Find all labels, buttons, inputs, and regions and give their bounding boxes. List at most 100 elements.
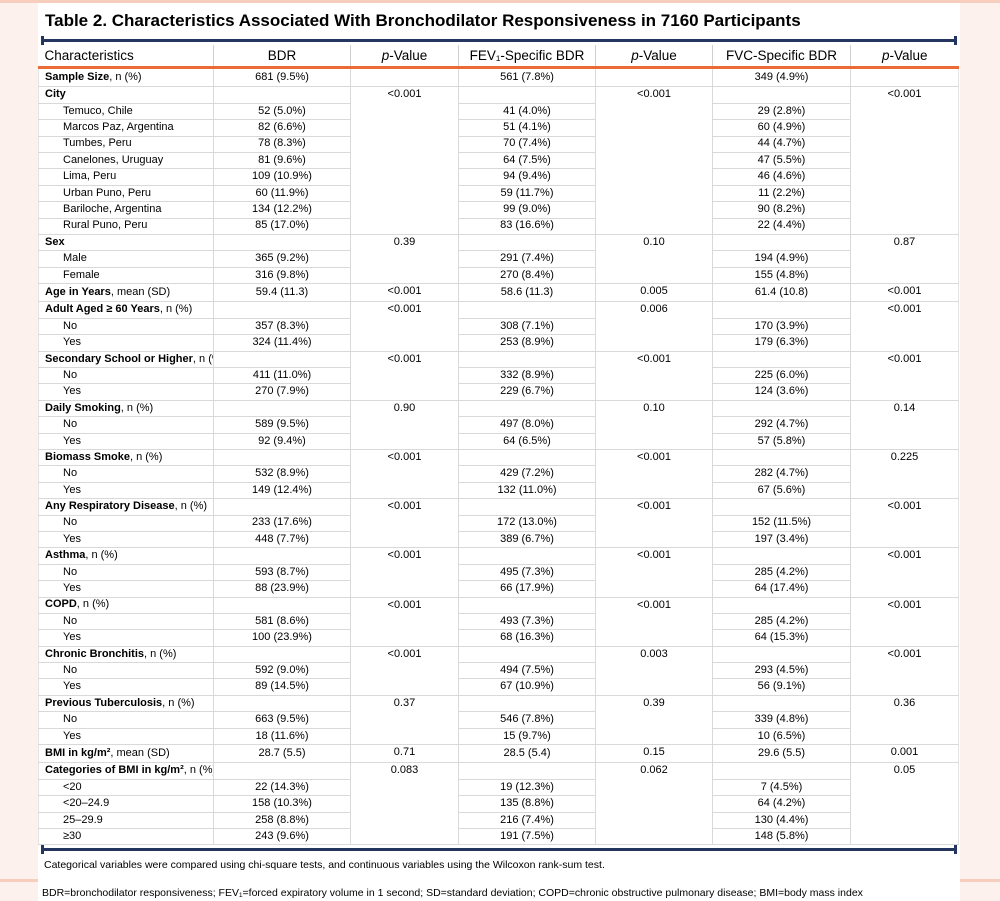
table-row: Biomass Smoke, n (%) <0.001 <0.001 0.225 [38, 448, 959, 500]
table-row: Chronic Bronchitis, n (%) <0.001 0.003 <0.0… [38, 645, 959, 696]
cell-bdr: 270 (7.9%) [213, 383, 351, 401]
characteristic-label: Categories of BMI in kg/m² [45, 764, 184, 777]
cell-fev1: 191 (7.5%) [458, 827, 596, 846]
cell-bdr: 448 (7.7%) [213, 530, 351, 549]
characteristic-label: Yes [63, 631, 81, 644]
cell-fev1: 291 (7.4%) [458, 250, 596, 268]
characteristic-suffix: , mean (SD) [110, 746, 170, 759]
cell-bdr: 324 (11.4%) [213, 334, 351, 352]
cell-characteristic: Sex [38, 233, 214, 252]
cell-characteristic: Sample Size, n (%) [38, 66, 214, 88]
cell-characteristic: Canelones, Uruguay [38, 151, 214, 170]
cell-bdr: 60 (11.9%) [213, 184, 351, 203]
table-row: <20–24.9 158 (10.3%) 135 (8.8%) 64 (4.2%) [38, 795, 959, 813]
cell-fev1 [458, 547, 596, 565]
cell-characteristic: Adult Aged ≥ 60 Years, n (%) [38, 301, 214, 319]
cell-fev1: 132 (11.0%) [458, 481, 596, 500]
cell-p-value: <0.001 [595, 596, 713, 647]
table-row: Yes 324 (11.4%) 253 (8.9%) 179 (6.3%) [38, 334, 959, 352]
cell-bdr [213, 350, 351, 369]
cell-p-value: 0.15 [595, 744, 713, 764]
table-row: Adult Aged ≥ 60 Years, n (%) <0.001 0.006 <… [38, 301, 959, 352]
table-row: Previous Tuberculosis, n (%) 0.37 0.39 0.36 [38, 694, 959, 746]
cell-bdr: 52 (5.0%) [213, 102, 351, 121]
cell-bdr: 411 (11.0%) [213, 367, 351, 385]
characteristic-label: Daily Smoking [45, 401, 121, 414]
cell-p-value: 0.71 [350, 744, 459, 764]
table-row: Urban Puno, Peru 60 (11.9%) 59 (11.7%) 11 (… [38, 184, 959, 203]
cell-characteristic: Male [38, 250, 214, 268]
characteristic-label: Sex [45, 235, 65, 248]
characteristic-label: No [63, 516, 78, 529]
column-header-label: FEV₁-Specific BDR [469, 48, 585, 63]
cell-p-value: <0.001 [595, 498, 713, 549]
cell-characteristic: Temuco, Chile [38, 102, 214, 121]
table-row: Yes 88 (23.9%) 66 (17.9%) 64 (17.4%) [38, 580, 959, 598]
table-row: City <0.001 <0.001 <0.001 [38, 86, 959, 235]
cell-bdr [213, 233, 351, 252]
cell-fvc: 57 (5.8%) [712, 432, 851, 450]
cell-bdr [213, 86, 351, 104]
characteristic-suffix: , n (%) [85, 549, 118, 562]
cell-fvc: 90 (8.2%) [712, 201, 851, 219]
cell-characteristic: No [38, 612, 214, 631]
cell-bdr [213, 596, 351, 614]
characteristic-suffix: , n (%) [120, 401, 154, 414]
cell-fev1: 67 (10.9%) [458, 678, 596, 696]
cell-p-value: 0.005 [595, 283, 713, 303]
column-header: p-Value [850, 45, 959, 68]
table-row: Yes 149 (12.4%) 132 (11.0%) 67 (5.6%) [38, 481, 959, 500]
column-header: Characteristics [38, 45, 214, 68]
cell-fvc [712, 301, 851, 319]
cell-characteristic: Yes [38, 530, 214, 549]
characteristic-label: Yes [63, 336, 81, 349]
cell-p-value: 0.062 [595, 762, 713, 846]
cell-characteristic: No [38, 317, 214, 336]
cell-p-value: 0.05 [850, 762, 959, 846]
characteristic-label: Male [63, 252, 87, 265]
characteristic-label: 25–29.9 [63, 813, 103, 826]
cell-characteristic: Rural Puno, Peru [38, 217, 214, 235]
cell-fvc: 285 (4.2%) [712, 612, 851, 631]
cell-p-value: <0.001 [350, 645, 459, 696]
cell-characteristic: Any Respiratory Disease, n (%) [38, 498, 214, 516]
column-header-label: -Value [389, 48, 428, 63]
cell-characteristic: Yes [38, 383, 214, 401]
characteristics-table: Characteristics BDR p-Value FEV₁-Specific B… [38, 45, 959, 846]
cell-characteristic: Previous Tuberculosis, n (%) [38, 694, 214, 713]
cell-bdr [213, 448, 351, 467]
cell-fvc [712, 350, 851, 369]
cell-p-value: 0.003 [595, 645, 713, 696]
cell-bdr: 316 (9.8%) [213, 266, 351, 285]
cell-bdr: 233 (17.6%) [213, 514, 351, 532]
cell-p-value: <0.001 [850, 547, 959, 598]
characteristic-label: Biomass Smoke [45, 450, 130, 463]
cell-characteristic: 25–29.9 [38, 811, 214, 829]
cell-characteristic: Biomass Smoke, n (%) [38, 448, 214, 467]
table-row: No 593 (8.7%) 495 (7.3%) 285 (4.2%) [38, 563, 959, 582]
cell-fev1: 66 (17.9%) [458, 580, 596, 598]
cell-p-value: <0.001 [595, 547, 713, 598]
characteristic-label: Tumbes, Peru [63, 137, 132, 150]
cell-fev1: 561 (7.8%) [458, 66, 596, 88]
bottom-rule [41, 845, 957, 855]
characteristic-label: COPD [45, 598, 77, 611]
cell-fvc: 64 (4.2%) [712, 795, 851, 813]
table-row: Asthma, n (%) <0.001 <0.001 <0.001 [38, 547, 959, 598]
table-row: No 592 (9.0%) 494 (7.5%) 293 (4.5%) [38, 662, 959, 680]
cell-bdr: 581 (8.6%) [213, 612, 351, 631]
cell-fvc: 10 (6.5%) [712, 727, 851, 746]
characteristic-suffix: , n (%) [174, 500, 208, 513]
cell-p-value [850, 66, 959, 88]
cell-fev1: 28.5 (5.4) [458, 744, 596, 764]
cell-characteristic: Yes [38, 727, 214, 746]
cell-bdr: 357 (8.3%) [213, 317, 351, 336]
cell-p-value: <0.001 [350, 86, 459, 235]
cell-p-value: 0.39 [595, 694, 713, 746]
header-row: Characteristics BDR p-Value FEV₁-Specific B… [38, 45, 959, 68]
cell-p-value: <0.001 [350, 448, 459, 500]
column-header: BDR [213, 45, 351, 68]
cell-fev1: 172 (13.0%) [458, 514, 596, 532]
characteristic-suffix: , n (%) [192, 352, 213, 365]
cell-fvc: 170 (3.9%) [712, 317, 851, 336]
